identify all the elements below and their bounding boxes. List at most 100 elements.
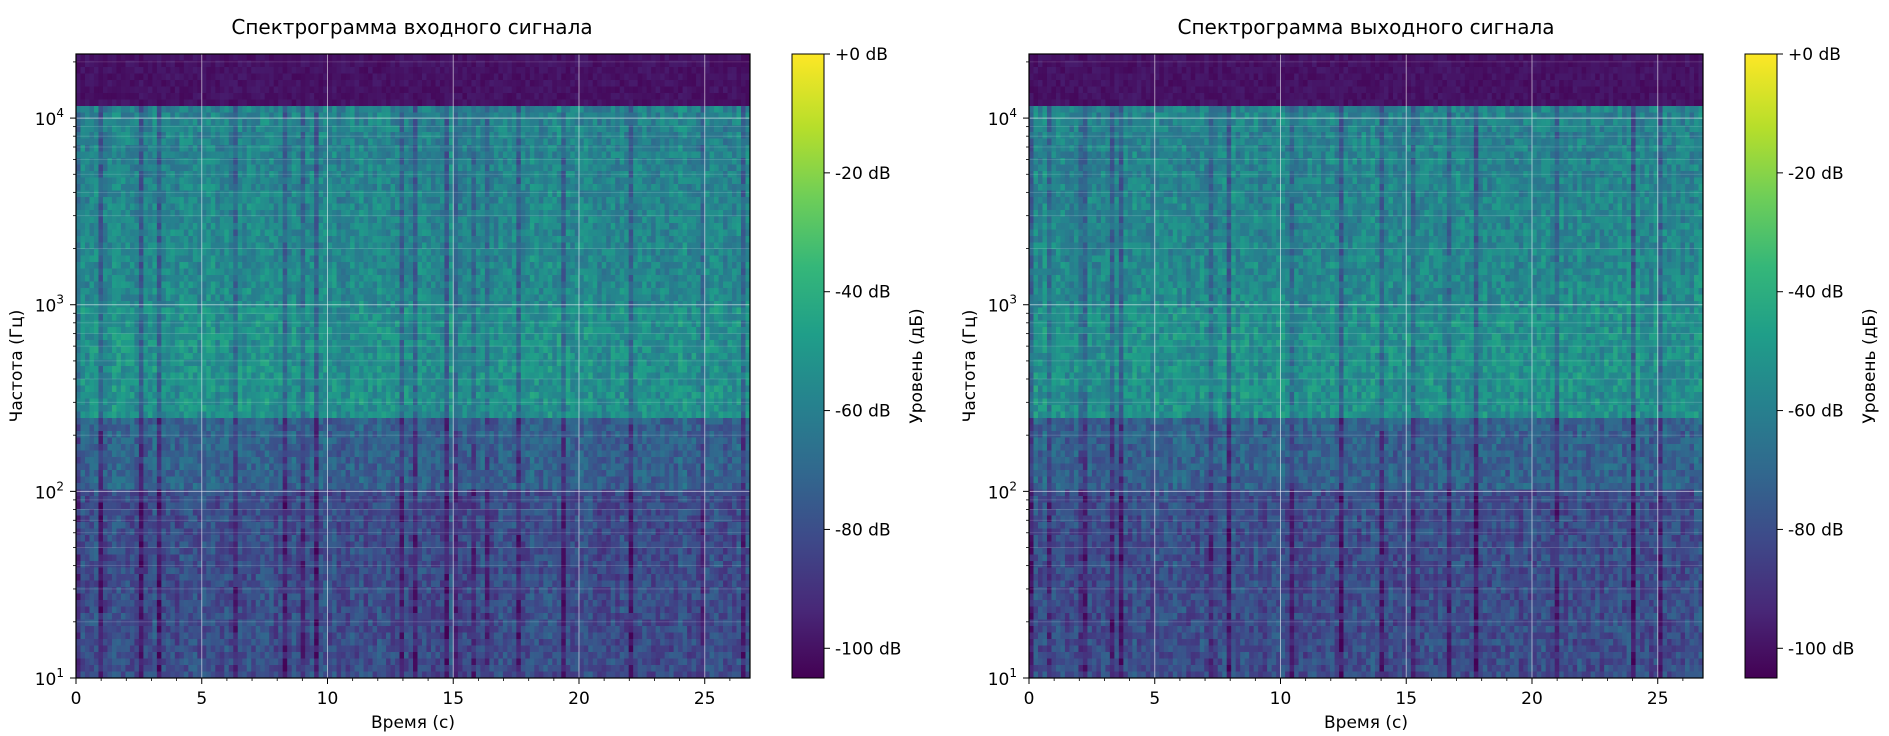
spectrogram-cell (125, 184, 131, 191)
spectrogram-cell (143, 249, 149, 256)
spectrogram-cell (273, 93, 279, 100)
spectrogram-cell (269, 444, 275, 451)
spectrogram-cell (255, 554, 261, 562)
spectrogram-cell (255, 476, 261, 484)
spectrogram-cell (224, 54, 230, 61)
spectrogram-cell (305, 216, 311, 224)
spectrogram-cell (206, 398, 212, 406)
spectrogram-cell (219, 639, 225, 646)
spectrogram-cell (210, 314, 216, 321)
spectrogram-cell (291, 327, 297, 334)
spectrogram-cell (188, 86, 194, 94)
spectrogram-cell (102, 398, 108, 406)
spectrogram-cell (147, 80, 153, 87)
spectrogram-cell (233, 665, 239, 672)
spectrogram-cell (215, 294, 221, 302)
spectrogram-cell (282, 502, 288, 510)
spectrogram-cell (89, 593, 95, 601)
spectrogram-cell (134, 320, 140, 328)
spectrogram-cell (89, 125, 95, 133)
spectrogram-cell (129, 73, 135, 81)
spectrogram-cell (206, 476, 212, 484)
spectrogram-cell (111, 93, 117, 100)
spectrogram-cell (305, 125, 311, 133)
spectrogram-cell (183, 418, 189, 425)
spectrogram-cell (170, 73, 176, 81)
spectrogram-cell (138, 613, 144, 620)
spectrogram-cell (161, 431, 167, 438)
spectrogram-cell (197, 353, 203, 360)
spectrogram-cell (174, 470, 180, 477)
spectrogram-cell (138, 457, 144, 464)
spectrogram-cell (278, 502, 284, 510)
spectrogram-cell (255, 606, 261, 614)
spectrogram-cell (98, 288, 104, 295)
spectrogram-cell (165, 223, 171, 230)
spectrogram-cell (143, 424, 149, 432)
spectrogram-cell (125, 190, 131, 198)
spectrogram-cell (120, 359, 126, 367)
spectrogram-cell (116, 327, 122, 334)
spectrogram-cell (197, 665, 203, 672)
spectrogram-cell (255, 574, 261, 581)
spectrogram-cell (282, 138, 288, 146)
spectrogram-cell (179, 606, 185, 614)
spectrogram-cell (273, 392, 279, 399)
spectrogram-cell (228, 223, 234, 230)
spectrogram-cell (282, 411, 288, 419)
spectrogram-cell (296, 444, 302, 451)
spectrogram-cell (93, 418, 99, 425)
spectrogram-cell (282, 626, 288, 633)
spectrogram-cell (116, 262, 122, 269)
spectrogram-cell (197, 392, 203, 399)
spectrogram-cell (80, 418, 86, 425)
spectrogram-cell (197, 671, 203, 679)
spectrogram-cell (291, 509, 297, 516)
spectrogram-cell (260, 405, 266, 412)
spectrogram-cell (156, 606, 162, 614)
spectrogram-cell (255, 190, 261, 198)
spectrogram-cell (147, 314, 153, 321)
spectrogram-cell (116, 418, 122, 425)
spectrogram-cell (251, 314, 257, 321)
spectrogram-cell (201, 418, 207, 425)
spectrogram-cell (282, 541, 288, 549)
spectrogram-cell (197, 574, 203, 581)
spectrogram-cell (147, 574, 153, 581)
spectrogram-cell (80, 509, 86, 516)
spectrogram-cell (278, 80, 284, 87)
spectrogram-cell (179, 112, 185, 120)
spectrogram-cell (296, 249, 302, 256)
spectrogram-cell (296, 262, 302, 269)
spectrogram-cell (125, 366, 131, 373)
spectrogram-cell (210, 379, 216, 386)
spectrogram-cell (80, 457, 86, 464)
spectrogram-cell (107, 457, 113, 464)
spectrogram-cell (156, 236, 162, 243)
spectrogram-cell (125, 67, 131, 74)
spectrogram-cell (237, 398, 243, 406)
spectrogram-cell (215, 372, 221, 380)
spectrogram-cell (287, 288, 293, 295)
spectrogram-cell (287, 125, 293, 133)
spectrogram-cell (165, 158, 171, 165)
spectrogram-cell (192, 379, 198, 386)
spectrogram-cell (282, 197, 288, 204)
spectrogram-cell (102, 392, 108, 399)
spectrogram-cell (269, 483, 275, 490)
spectrogram-cell (215, 164, 221, 172)
spectrogram-cell (192, 405, 198, 412)
spectrogram-cell (210, 281, 216, 289)
spectrogram-cell (210, 93, 216, 100)
spectrogram-cell (291, 483, 297, 490)
spectrogram-cell (224, 151, 230, 159)
spectrogram-cell (282, 418, 288, 425)
spectrogram-cell (107, 379, 113, 386)
spectrogram-cell (305, 665, 311, 672)
spectrogram-cell (237, 288, 243, 295)
spectrogram-cell (161, 366, 167, 373)
spectrogram-cell (251, 548, 257, 555)
spectrogram-cell (156, 379, 162, 386)
spectrogram-cell (138, 483, 144, 490)
spectrogram-cell (116, 158, 122, 165)
